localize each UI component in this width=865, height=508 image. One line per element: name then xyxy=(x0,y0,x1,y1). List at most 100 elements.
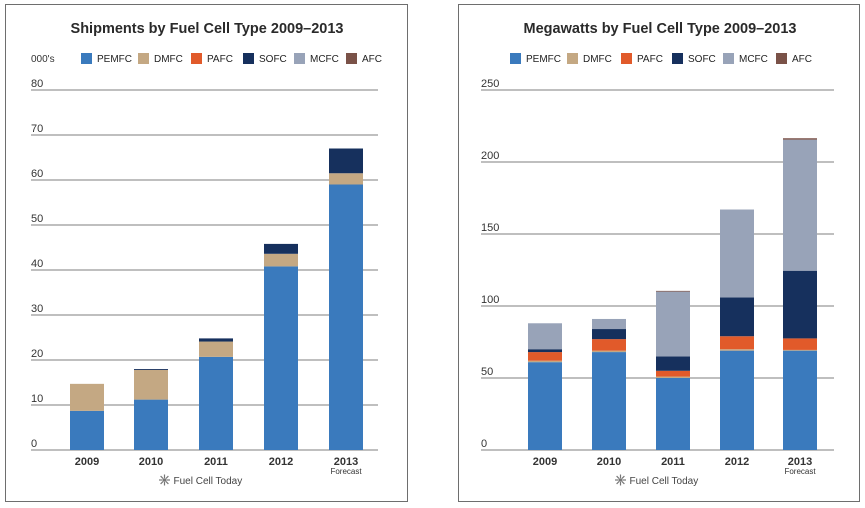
megawatts-y-tick-label: 250 xyxy=(481,78,499,90)
megawatts-bar-sofc-2012 xyxy=(720,297,754,337)
shipments-x-tick-label: 2012 xyxy=(269,456,293,468)
legend-swatch-afc xyxy=(346,53,357,64)
megawatts-bar-pemfc-2011 xyxy=(656,378,690,450)
shipments-unit-label: 000's xyxy=(31,54,55,65)
fuel-cell-today-logo-icon xyxy=(159,474,170,486)
legend-swatch-pafc xyxy=(191,53,202,64)
megawatts-bar-dmfc-2012 xyxy=(720,349,754,351)
logo-ray xyxy=(621,475,625,480)
megawatts-bar-pafc-2012 xyxy=(720,336,754,350)
megawatts-chart-title: Megawatts by Fuel Cell Type 2009–2013 xyxy=(524,21,797,37)
megawatts-bar-mcfc-2011 xyxy=(656,291,690,357)
shipments-y-tick-label: 80 xyxy=(31,78,43,90)
megawatts-bar-mcfc-2009 xyxy=(528,323,562,350)
legend-swatch-pafc xyxy=(621,53,632,64)
megawatts-bar-afc-2013 xyxy=(783,138,817,140)
shipments-credit: Fuel Cell Today xyxy=(174,476,243,487)
legend-label-dmfc: DMFC xyxy=(583,54,612,65)
shipments-bar-pemfc-2010 xyxy=(134,399,168,450)
megawatts-bar-sofc-2013 xyxy=(783,270,817,339)
shipments-bar-dmfc-2010 xyxy=(134,369,168,400)
legend-label-pemfc: PEMFC xyxy=(97,54,132,65)
legend-swatch-mcfc xyxy=(723,53,734,64)
legend-label-sofc: SOFC xyxy=(259,54,287,65)
legend-swatch-dmfc xyxy=(138,53,149,64)
legend-label-dmfc: DMFC xyxy=(154,54,183,65)
shipments-x-tick-label: 2013 xyxy=(334,456,358,468)
megawatts-bar-pafc-2009 xyxy=(528,352,562,361)
megawatts-bar-dmfc-2009 xyxy=(528,360,562,363)
shipments-bar-dmfc-2013 xyxy=(329,173,363,185)
legend-swatch-mcfc xyxy=(294,53,305,64)
logo-ray xyxy=(616,480,620,485)
shipments-chart-title: Shipments by Fuel Cell Type 2009–2013 xyxy=(71,21,344,37)
shipments-y-tick-label: 60 xyxy=(31,168,43,180)
legend-label-mcfc: MCFC xyxy=(739,54,768,65)
megawatts-x-tick-label: 2011 xyxy=(661,456,685,468)
shipments-bar-sofc-2012 xyxy=(264,243,298,254)
shipments-bar-pemfc-2009 xyxy=(70,410,104,450)
megawatts-bar-mcfc-2010 xyxy=(592,318,626,330)
megawatts-y-tick-label: 100 xyxy=(481,294,499,306)
megawatts-forecast-note: Forecast xyxy=(784,467,816,476)
shipments-bar-dmfc-2011 xyxy=(199,341,233,357)
legend-label-afc: AFC xyxy=(792,54,812,65)
megawatts-y-tick-label: 0 xyxy=(481,438,487,450)
megawatts-bar-sofc-2011 xyxy=(656,356,690,371)
shipments-x-tick-label: 2009 xyxy=(75,456,99,468)
megawatts-y-tick-label: 50 xyxy=(481,366,493,378)
shipments-bar-dmfc-2009 xyxy=(70,383,104,411)
megawatts-bar-pafc-2013 xyxy=(783,338,817,350)
legend-swatch-afc xyxy=(776,53,787,64)
megawatts-chart-panel: Megawatts by Fuel Cell Type 2009–2013 PEM… xyxy=(458,4,860,502)
megawatts-bar-dmfc-2010 xyxy=(592,350,626,353)
logo-ray xyxy=(621,480,625,485)
shipments-y-tick-label: 50 xyxy=(31,213,43,225)
megawatts-bar-pemfc-2012 xyxy=(720,350,754,450)
megawatts-x-tick-label: 2010 xyxy=(597,456,621,468)
shipments-bar-pemfc-2011 xyxy=(199,356,233,450)
legend-swatch-dmfc xyxy=(567,53,578,64)
megawatts-bar-dmfc-2013 xyxy=(783,349,817,351)
legend-swatch-sofc xyxy=(243,53,254,64)
legend-label-sofc: SOFC xyxy=(688,54,716,65)
shipments-y-tick-label: 30 xyxy=(31,303,43,315)
megawatts-bar-mcfc-2012 xyxy=(720,209,754,298)
fuel-cell-today-logo-icon xyxy=(615,474,626,486)
legend-label-pafc: PAFC xyxy=(637,54,663,65)
megawatts-bar-dmfc-2011 xyxy=(656,376,690,378)
megawatts-chart: Megawatts by Fuel Cell Type 2009–2013 PEM… xyxy=(481,21,834,487)
shipments-bar-sofc-2013 xyxy=(329,148,363,174)
shipments-x-tick-label: 2010 xyxy=(139,456,163,468)
logo-ray xyxy=(616,475,620,480)
shipments-bar-pemfc-2012 xyxy=(264,266,298,450)
logo-ray xyxy=(160,480,164,485)
megawatts-bar-pafc-2010 xyxy=(592,339,626,351)
legend-label-afc: AFC xyxy=(362,54,382,65)
shipments-y-tick-label: 40 xyxy=(31,258,43,270)
shipments-chart: Shipments by Fuel Cell Type 2009–2013000… xyxy=(31,21,382,487)
legend-swatch-sofc xyxy=(672,53,683,64)
logo-ray xyxy=(165,475,169,480)
shipments-y-tick-label: 10 xyxy=(31,393,43,405)
megawatts-x-tick-label: 2013 xyxy=(788,456,812,468)
shipments-bar-pemfc-2013 xyxy=(329,184,363,450)
shipments-bar-sofc-2011 xyxy=(199,338,233,342)
legend-swatch-pemfc xyxy=(81,53,92,64)
megawatts-bar-sofc-2009 xyxy=(528,349,562,353)
shipments-y-tick-label: 20 xyxy=(31,348,43,360)
legend-swatch-pemfc xyxy=(510,53,521,64)
shipments-y-tick-label: 0 xyxy=(31,438,37,450)
legend-label-mcfc: MCFC xyxy=(310,54,339,65)
megawatts-bar-mcfc-2013 xyxy=(783,139,817,271)
shipments-bar-dmfc-2012 xyxy=(264,253,298,267)
legend-label-pafc: PAFC xyxy=(207,54,233,65)
megawatts-bar-pemfc-2010 xyxy=(592,352,626,450)
shipments-bar-sofc-2010 xyxy=(134,369,168,370)
shipments-forecast-note: Forecast xyxy=(330,467,362,476)
megawatts-x-tick-label: 2012 xyxy=(725,456,749,468)
megawatts-credit: Fuel Cell Today xyxy=(630,476,699,487)
shipments-y-tick-label: 70 xyxy=(31,123,43,135)
megawatts-y-tick-label: 150 xyxy=(481,222,499,234)
megawatts-bar-afc-2011 xyxy=(656,290,690,292)
